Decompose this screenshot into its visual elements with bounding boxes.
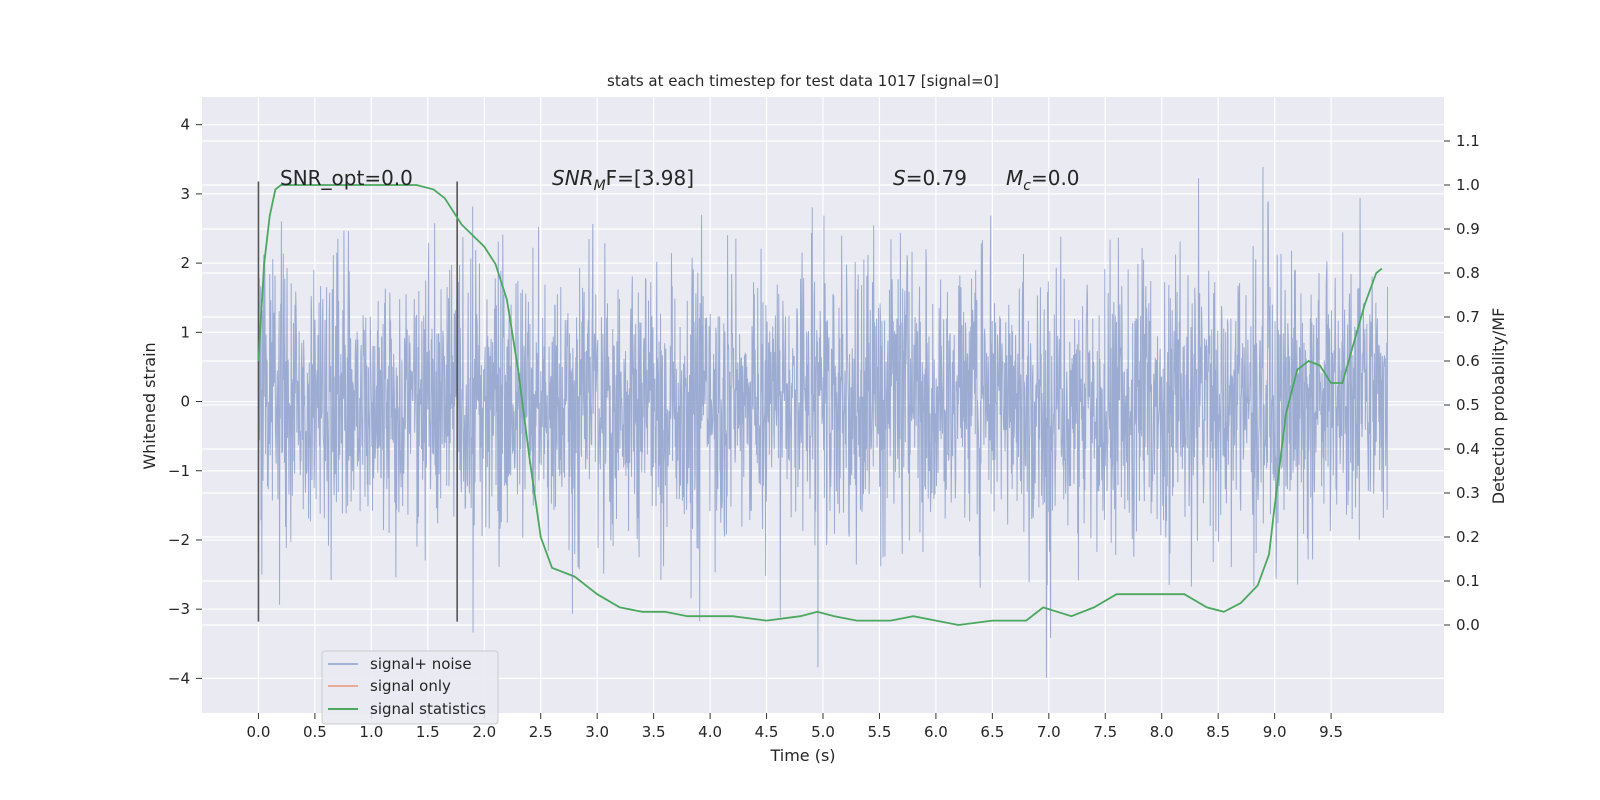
x-tick-label: 7.5: [1093, 723, 1117, 741]
series-signal-noise: [257, 166, 1389, 678]
signal-noise-trace: [257, 166, 1389, 678]
y-axis-right-label: Detection probability/MF: [1489, 308, 1508, 505]
y-tick-right-label: 0.2: [1456, 528, 1480, 546]
legend-label-signal-noise: signal+ noise: [370, 655, 472, 673]
y-tick-right-label: 0.5: [1456, 396, 1480, 414]
y-tick-right-label: 0.8: [1456, 264, 1480, 282]
annotation-mc-tail: =0.0: [1031, 166, 1080, 190]
annotation-s-main: S: [893, 166, 906, 190]
y-tick-right-label: 0.6: [1456, 352, 1480, 370]
legend-label-signal-only: signal only: [370, 677, 451, 695]
x-tick-label: 2.5: [529, 723, 553, 741]
x-tick-label: 9.5: [1319, 723, 1343, 741]
x-tick-label: 1.0: [359, 723, 383, 741]
y-tick-left-label: −3: [168, 600, 190, 618]
x-tick-label: 8.0: [1150, 723, 1174, 741]
annotation-mc-main: M: [1006, 166, 1023, 190]
legend-label-signal-statistics: signal statistics: [370, 700, 486, 718]
annotation-snr-mf-sub: M: [594, 178, 606, 194]
vertical-markers: [257, 181, 458, 622]
x-tick-label: 2.0: [472, 723, 496, 741]
x-tick-label: 4.0: [698, 723, 722, 741]
x-tick-label: 5.5: [868, 723, 892, 741]
x-axis-ticks: 0.0 0.5 1.0 1.5 2.0 2.5 3.0 3.5 4.0 4.5 5.0 5.5 6.0 6…: [247, 713, 1343, 741]
y-tick-left-label: −2: [168, 531, 190, 549]
series-signal-statistics-line: [257, 184, 1383, 626]
legend-box: [321, 650, 499, 725]
x-tick-label: 9.0: [1263, 723, 1287, 741]
y-tick-left-label: 4: [180, 116, 190, 134]
y-tick-left-label: −1: [168, 462, 190, 480]
y-tick-left-label: 1: [180, 323, 190, 341]
y-tick-right-label: 1.1: [1456, 132, 1480, 150]
chart-title: stats at each timestep for test data 101…: [607, 72, 999, 90]
legend: signal+ noise signal only signal statist…: [321, 650, 499, 725]
y-tick-right-label: 0.9: [1456, 220, 1480, 238]
y-tick-left-label: 2: [180, 254, 190, 272]
y-tick-right-label: 0.0: [1456, 616, 1480, 634]
y-tick-left-label: 0: [180, 393, 190, 411]
annotation-snr-opt: SNR_opt=0.0: [280, 166, 413, 190]
annotation-s: S=0.79: [893, 166, 967, 190]
y-tick-left-label: −4: [168, 669, 190, 687]
annotation-snr-mf: SNRMF=[3.98]: [552, 166, 694, 194]
x-axis-label: Time (s): [769, 746, 835, 765]
y-tick-right-label: 1.0: [1456, 176, 1480, 194]
x-tick-label: 5.0: [811, 723, 835, 741]
annotation-snr-mf-main: SNR: [552, 166, 594, 190]
x-tick-label: 6.0: [924, 723, 948, 741]
y-axis-right-ticks: 1.1 1.0 0.9 0.8 0.7 0.6 0.5 0.4 0.3 0.2 0.1 0.0: [1444, 132, 1480, 634]
annotation-mc: Mc=0.0: [1006, 166, 1080, 194]
x-tick-label: 1.5: [416, 723, 440, 741]
y-axis-left-ticks: 4 3 2 1 0 −1 −2 −3 −4: [168, 116, 202, 687]
y-axis-left-label: Whitened strain: [140, 342, 159, 469]
x-tick-label: 0.0: [247, 723, 271, 741]
y-tick-right-label: 0.7: [1456, 308, 1480, 326]
x-tick-label: 4.5: [755, 723, 779, 741]
annotation-snr-mf-tail: F=[3.98]: [606, 166, 694, 190]
x-tick-label: 7.0: [1037, 723, 1061, 741]
y-tick-right-label: 0.1: [1456, 572, 1480, 590]
x-tick-label: 6.5: [980, 723, 1004, 741]
y-tick-right-label: 0.3: [1456, 484, 1480, 502]
y-tick-right-label: 0.4: [1456, 440, 1480, 458]
y-tick-left-label: 3: [180, 185, 190, 203]
annotation-s-tail: =0.79: [906, 166, 967, 190]
x-tick-label: 3.0: [585, 723, 609, 741]
x-tick-label: 0.5: [303, 723, 327, 741]
x-tick-label: 8.5: [1206, 723, 1230, 741]
x-tick-label: 3.5: [642, 723, 666, 741]
annotation-mc-sub: c: [1023, 178, 1031, 194]
